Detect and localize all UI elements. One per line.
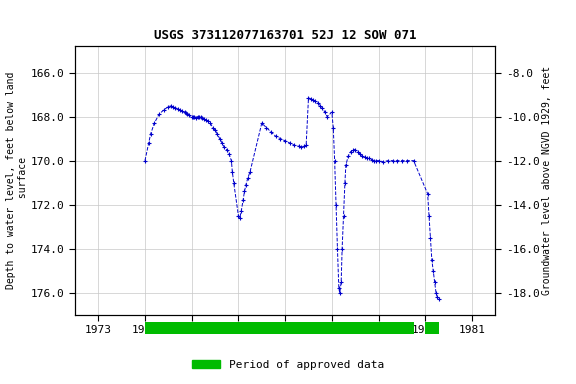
Bar xyxy=(425,322,439,334)
Y-axis label: Groundwater level above NGVD 1929, feet: Groundwater level above NGVD 1929, feet xyxy=(543,66,552,295)
Y-axis label: Depth to water level, feet below land
 surface: Depth to water level, feet below land su… xyxy=(6,72,28,289)
Legend: Period of approved data: Period of approved data xyxy=(188,355,388,374)
Title: USGS 373112077163701 52J 12 SOW 071: USGS 373112077163701 52J 12 SOW 071 xyxy=(154,29,416,42)
Bar xyxy=(145,322,414,334)
